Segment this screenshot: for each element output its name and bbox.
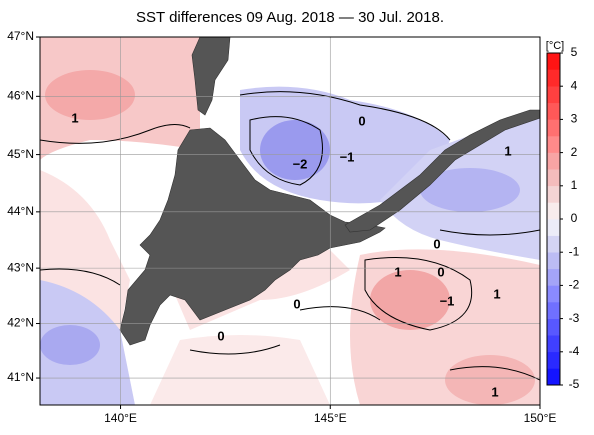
colorbar-tick-label: 4	[571, 78, 578, 92]
contour-label: 1	[71, 110, 78, 125]
colorbar-segment	[547, 86, 560, 104]
colorbar-segment	[547, 136, 560, 153]
contour-label: −1	[440, 293, 455, 308]
y-tick-label: 42°N	[7, 316, 34, 330]
contour-label: −1	[340, 149, 355, 164]
colorbar-segment	[547, 53, 560, 70]
colorbar-segment	[547, 235, 560, 253]
colorbar-segment	[547, 285, 560, 303]
colorbar-segment	[547, 318, 560, 336]
y-tick-label: 44°N	[7, 204, 34, 218]
colorbar-segment	[547, 169, 560, 187]
colorbar-segment	[547, 219, 560, 236]
colorbar-tick-label: 2	[571, 145, 578, 159]
colorbar-tick-label: 0	[571, 211, 578, 225]
y-tick-label: 46°N	[7, 88, 34, 102]
contour-label: −2	[293, 156, 308, 171]
colorbar-segment	[547, 185, 560, 203]
x-tick-label: 140°E	[104, 411, 137, 425]
map-title: SST differences 09 Aug. 2018 — 30 Jul. 2…	[136, 9, 444, 26]
y-tick-label: 47°N	[7, 29, 34, 43]
y-tick-label: 41°N	[7, 370, 34, 384]
contour-label: 0	[293, 296, 300, 311]
colorbar-tick-label: -5	[569, 377, 580, 391]
colorbar	[546, 52, 563, 386]
contour-label: 1	[493, 286, 500, 301]
colorbar-tick-label: -4	[569, 344, 580, 358]
contour-label: 1	[504, 143, 511, 158]
contour-label: 0	[433, 236, 440, 251]
contour-label: 0	[437, 264, 444, 279]
colorbar-segment	[547, 302, 560, 319]
contour-label: 0	[358, 113, 365, 128]
colorbar-tick-label: 5	[571, 45, 578, 59]
colorbar-segment	[547, 252, 560, 270]
colorbar-segment	[547, 102, 560, 120]
colorbar-segment	[547, 335, 560, 353]
colorbar-segment	[547, 202, 560, 220]
x-tick-label: 150°E	[524, 411, 557, 425]
y-tick-label: 43°N	[7, 260, 34, 274]
colorbar-segment	[547, 268, 560, 286]
x-tick-label: 145°E	[314, 411, 347, 425]
map-frame	[39, 36, 541, 406]
y-tick-label: 45°N	[7, 147, 34, 161]
colorbar-segment	[547, 368, 560, 386]
land	[119, 37, 540, 346]
colorbar-tick-label: 1	[571, 178, 578, 192]
contour-label: 0	[217, 328, 224, 343]
contour-label: 1	[394, 264, 401, 279]
colorbar-tick-label: -1	[569, 244, 580, 258]
colorbar-tick-label: -3	[569, 311, 580, 325]
colorbar-tick-label: -2	[569, 278, 580, 292]
map-field	[40, 37, 540, 405]
colorbar-segment	[547, 119, 560, 137]
colorbar-segment	[547, 351, 560, 369]
colorbar-unit: [°C]	[546, 40, 564, 52]
colorbar-tick-label: 3	[571, 112, 578, 126]
graticule	[36, 36, 541, 409]
colorbar-segment	[547, 69, 560, 87]
contour-label: 1	[491, 384, 498, 399]
colorbar-segment	[547, 152, 560, 170]
